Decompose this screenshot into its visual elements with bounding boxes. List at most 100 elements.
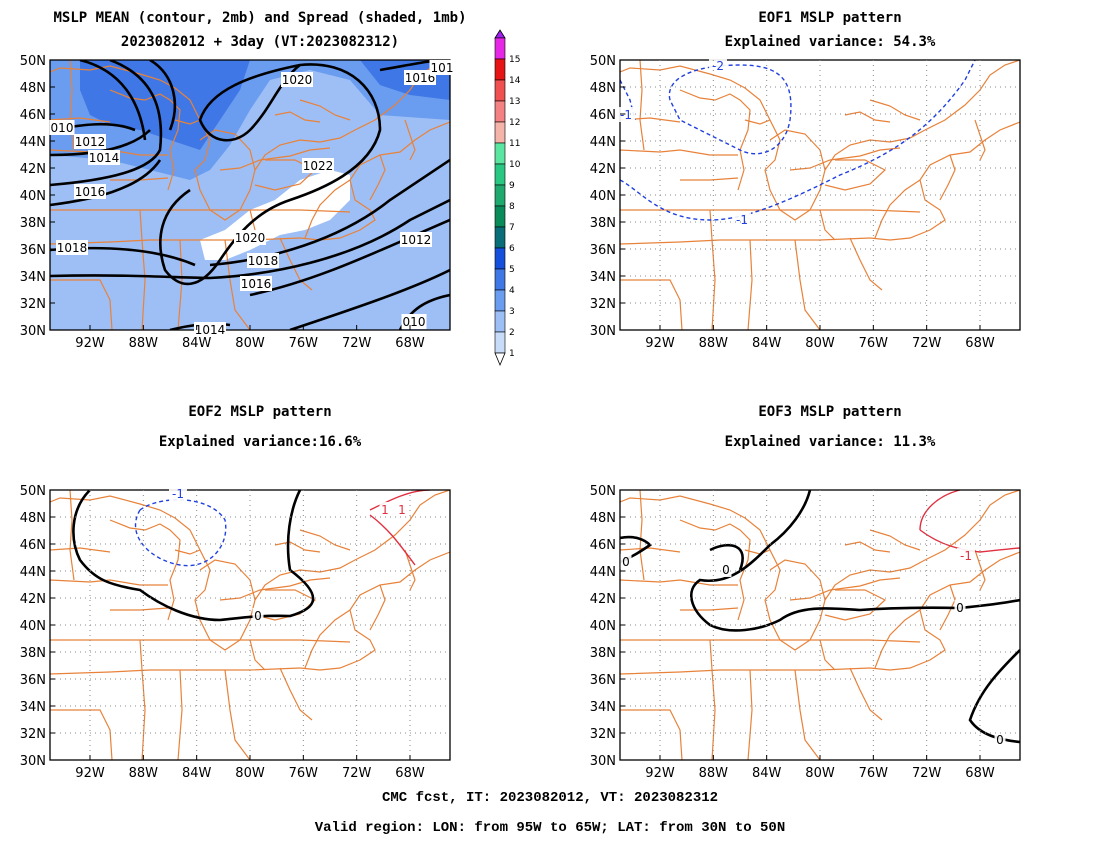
colorbar-label: 4 — [509, 286, 515, 296]
lat-tick-label: 42N — [20, 592, 46, 607]
contour-label: 1 — [381, 503, 389, 517]
lon-tick-label: 84W — [752, 766, 782, 781]
lon-tick-label: 68W — [395, 766, 425, 781]
lon-tick-label: 68W — [965, 336, 995, 351]
colorbar-label: 7 — [509, 223, 515, 233]
lon-tick-label: 88W — [699, 336, 729, 351]
eof1-map-panel: -2 -1 -1 30N 32N 34N 36N 38N 40N 42N 44N 46N 48N 50N… — [590, 54, 1021, 351]
contour-label: 1012 — [401, 233, 432, 247]
lat-tick-label: 50N — [590, 484, 616, 499]
contour-label: 010 — [51, 121, 74, 135]
contour-label: 1018 — [57, 241, 88, 255]
contour-label: 1016 — [241, 277, 272, 291]
lat-tick-label: 32N — [590, 727, 616, 742]
contour-label: 1016 — [75, 185, 106, 199]
contour-label: 0 — [722, 563, 730, 577]
lat-tick-label: 44N — [20, 565, 46, 580]
footer-forecast-info: CMC fcst, IT: 2023082012, VT: 2023082312 — [381, 790, 719, 806]
colorbar-label: 3 — [509, 307, 515, 317]
eof1-variance: Explained variance: 54.3% — [724, 34, 936, 50]
mean-title-line2: 2023082012 + 3day (VT:2023082312) — [120, 34, 400, 50]
lat-tick-label: 36N — [590, 673, 616, 688]
lon-tick-label: 68W — [965, 766, 995, 781]
lon-tick-label: 88W — [129, 336, 159, 351]
lon-tick-label: 88W — [129, 766, 159, 781]
lat-tick-label: 34N — [20, 270, 46, 285]
footer-valid-region: Valid region: LON: from 95W to 65W; LAT:… — [314, 820, 786, 836]
contour-label: 1020 — [282, 73, 313, 87]
lat-tick-label: 48N — [590, 511, 616, 526]
contour-label: 0 — [622, 555, 630, 569]
lon-tick-label: 76W — [859, 766, 889, 781]
eof2-map-panel: -1 0 1 1 30N 32N 34N 36N 38N 40N 42N 44N 46N 48N 50N 9… — [20, 484, 451, 781]
contour-label: 0 — [254, 609, 262, 623]
colorbar-label: 13 — [509, 97, 520, 107]
contour-label: 1016 — [405, 71, 436, 85]
lat-tick-label: 38N — [20, 646, 46, 661]
lat-tick-label: 32N — [20, 727, 46, 742]
lat-tick-label: 30N — [590, 754, 616, 769]
lat-tick-label: 30N — [20, 754, 46, 769]
contour-label: 010 — [403, 315, 426, 329]
eof2-title: EOF2 MSLP pattern — [188, 404, 332, 420]
colorbar-label: 6 — [509, 244, 515, 254]
colorbar-label: 15 — [509, 55, 520, 65]
lon-tick-label: 84W — [752, 336, 782, 351]
lat-tick-label: 42N — [590, 162, 616, 177]
lon-tick-label: 80W — [235, 336, 265, 351]
colorbar-label: 8 — [509, 202, 515, 212]
colorbar-label: 5 — [509, 265, 515, 275]
contour-label: 1 — [398, 503, 406, 517]
lat-tick-label: 30N — [20, 324, 46, 339]
lon-tick-label: 76W — [289, 336, 319, 351]
colorbar-label: 10 — [509, 160, 521, 170]
lon-tick-label: 92W — [645, 766, 675, 781]
lat-tick-label: 40N — [20, 619, 46, 634]
lon-tick-label: 80W — [235, 766, 265, 781]
lat-tick-label: 50N — [590, 54, 616, 69]
lon-tick-label: 84W — [182, 336, 212, 351]
lon-tick-label: 80W — [805, 336, 835, 351]
map-figure: 1020 101610101010121014101610181022102010… — [20, 29, 1021, 781]
lon-tick-label: 76W — [859, 336, 889, 351]
colorbar-label: 11 — [509, 139, 520, 149]
lat-tick-label: 50N — [20, 484, 46, 499]
lon-tick-label: 80W — [805, 766, 835, 781]
lat-tick-label: 32N — [20, 297, 46, 312]
lon-tick-label: 72W — [912, 766, 942, 781]
lat-tick-label: 44N — [590, 565, 616, 580]
lon-tick-label: 72W — [912, 336, 942, 351]
lat-tick-label: 38N — [590, 646, 616, 661]
colorbar-label: 9 — [509, 181, 515, 191]
contour-label: 1014 — [89, 151, 120, 165]
contour-label: 101 — [431, 61, 454, 75]
lat-tick-label: 42N — [590, 592, 616, 607]
lat-tick-label: 50N — [20, 54, 46, 69]
lat-tick-label: 34N — [590, 700, 616, 715]
lon-tick-label: 72W — [342, 766, 372, 781]
contour-label: 0 — [996, 733, 1004, 747]
lat-tick-label: 36N — [20, 673, 46, 688]
lon-tick-label: 92W — [75, 336, 105, 351]
colorbar-label: 1 — [509, 349, 515, 359]
lon-tick-label: 84W — [182, 766, 212, 781]
contour-label: -2 — [712, 59, 724, 73]
lon-tick-label: 72W — [342, 336, 372, 351]
contour-label: 1014 — [195, 323, 226, 337]
lat-tick-label: 46N — [20, 538, 46, 553]
contour-label: -1 — [736, 213, 748, 227]
colorbar-label: 2 — [509, 328, 515, 338]
lat-tick-label: 34N — [590, 270, 616, 285]
colorbar-label: 12 — [509, 118, 520, 128]
lat-tick-label: 38N — [590, 216, 616, 231]
contour-label: 1020 — [235, 231, 266, 245]
eof2-variance: Explained variance:16.6% — [158, 434, 362, 450]
lon-tick-label: 92W — [645, 336, 675, 351]
lat-tick-label: 42N — [20, 162, 46, 177]
colorbar-label: 14 — [509, 76, 521, 86]
lat-tick-label: 40N — [20, 189, 46, 204]
lat-tick-label: 38N — [20, 216, 46, 231]
spread-shading-dark — [80, 60, 250, 150]
contour-label: 1012 — [75, 135, 106, 149]
mean-title-line1: MSLP MEAN (contour, 2mb) and Spread (sha… — [53, 10, 467, 26]
